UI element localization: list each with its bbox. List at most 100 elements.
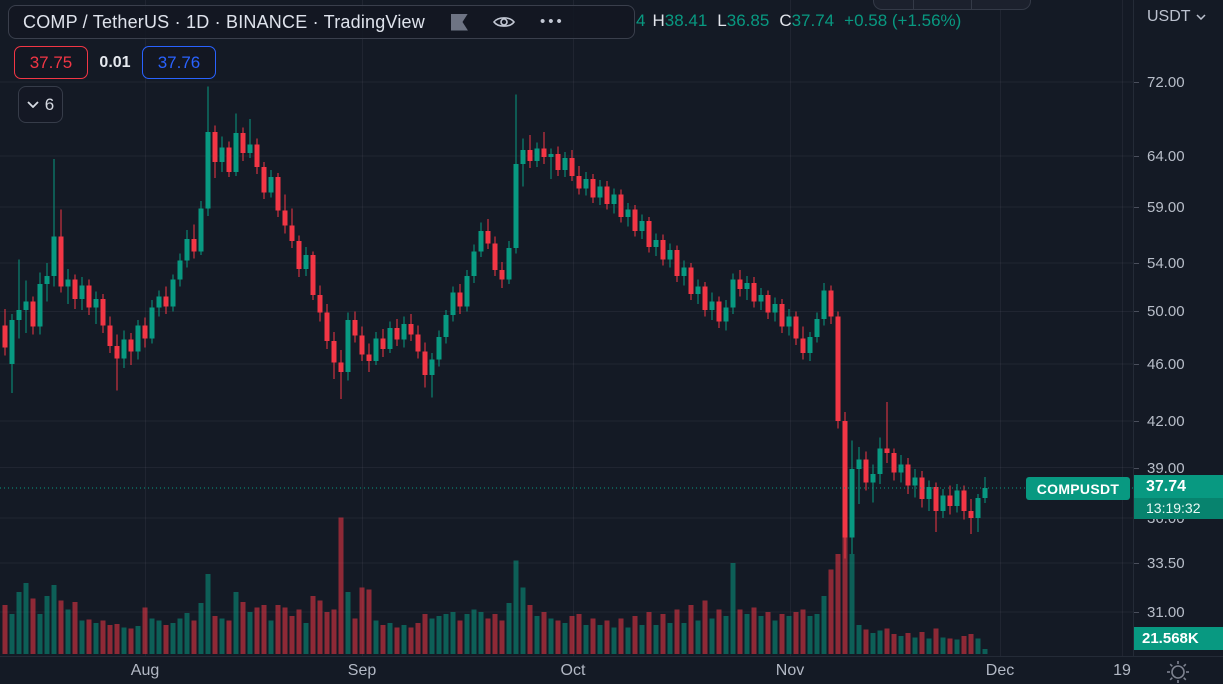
symbol-title[interactable]: COMP / TetherUS · 1D · BINANCE · Trading… — [23, 11, 425, 32]
flag-icon[interactable] — [450, 13, 468, 31]
volume-bar — [632, 616, 638, 654]
candle-body — [667, 250, 673, 260]
volume-bar — [933, 628, 939, 654]
candle-body — [310, 254, 316, 296]
candle-body — [695, 286, 701, 294]
sell-bid-button[interactable]: 37.75 — [14, 46, 88, 79]
volume-bar — [926, 638, 932, 654]
price-axis-tick — [1134, 363, 1139, 365]
candle-body — [107, 325, 113, 347]
volume-bar — [975, 638, 981, 654]
time-axis-label: Nov — [775, 662, 805, 679]
candle-body — [191, 238, 197, 252]
volume-bar — [100, 620, 106, 654]
volume-bar — [758, 616, 764, 654]
volume-bar — [835, 554, 841, 654]
volume-bar — [338, 517, 344, 654]
time-axis-label: Oct — [560, 662, 586, 679]
candle-body — [555, 154, 561, 170]
volume-bar — [863, 629, 869, 654]
volume-bar — [604, 620, 610, 654]
candle-body — [954, 490, 960, 506]
volume-bar — [422, 614, 428, 654]
candle-body — [429, 359, 435, 375]
volume-bar — [149, 618, 155, 654]
volume-bar — [310, 596, 316, 654]
ohlc-change-value: +0.58 (+1.56%) — [844, 11, 962, 30]
price-axis-tick — [1134, 467, 1139, 469]
volume-bar — [947, 638, 953, 654]
time-axis[interactable]: Aug Sep Oct Nov Dec 19 — [0, 656, 1133, 684]
volume-bar — [72, 601, 78, 654]
candle-body — [296, 241, 302, 269]
volume-bar — [429, 618, 435, 654]
chevron-down-icon — [27, 101, 39, 108]
volume-bar — [401, 625, 407, 654]
price-axis-label: 54.00 — [1147, 254, 1185, 272]
candle-body — [856, 459, 862, 470]
candle-body — [681, 267, 687, 276]
more-dots-icon[interactable]: ••• — [539, 13, 565, 30]
ohlc-low-value: 36.85 — [726, 11, 770, 30]
current-price-symbol-label[interactable]: COMPUSDT — [1026, 477, 1130, 501]
axis-currency-selector[interactable]: USDT — [1147, 8, 1206, 26]
volume-bar — [443, 614, 449, 654]
candle-body — [240, 132, 246, 154]
sun-theme-icon[interactable] — [1165, 658, 1191, 684]
volume-bar — [884, 628, 890, 654]
volume-bar — [877, 630, 883, 654]
candle-body — [625, 209, 631, 217]
candle-body — [898, 464, 904, 473]
candle-body — [520, 150, 526, 164]
volume-bar — [667, 622, 673, 654]
buy-ask-button[interactable]: 37.76 — [142, 46, 216, 79]
volume-bar — [359, 587, 365, 654]
volume-bar — [282, 607, 288, 654]
volume-bar — [135, 626, 141, 654]
volume-bar — [982, 649, 988, 654]
volume-layer — [2, 517, 988, 654]
candle-body — [464, 275, 470, 307]
candle-body — [261, 166, 267, 193]
volume-bar — [695, 620, 701, 654]
candle-body — [723, 307, 729, 322]
candle-body — [331, 340, 337, 363]
volume-bar — [919, 631, 925, 654]
candle-body — [674, 250, 680, 276]
candle-wick — [550, 148, 552, 180]
price-axis-tick — [1134, 563, 1139, 565]
volume-bar — [800, 609, 806, 654]
volume-bar — [968, 634, 974, 654]
volume-bar — [394, 627, 400, 654]
volume-bar — [142, 607, 148, 654]
volume-bar — [9, 614, 15, 654]
eye-icon[interactable] — [492, 14, 516, 30]
candle-body — [9, 320, 15, 364]
price-axis-tick — [1134, 82, 1139, 83]
volume-bar — [226, 620, 232, 654]
candle-body — [660, 240, 666, 260]
floating-toolbar-remnant[interactable] — [873, 0, 1031, 10]
symbol-header-pill[interactable]: COMP / TetherUS · 1D · BINANCE · Trading… — [8, 5, 635, 39]
candle-body — [926, 487, 932, 499]
volume-bar — [254, 607, 260, 654]
price-axis-label: 33.50 — [1147, 555, 1185, 573]
candle-body — [142, 325, 148, 339]
volume-bar — [849, 554, 855, 654]
candle-body — [842, 420, 848, 538]
objects-count-button[interactable]: 6 — [18, 86, 63, 123]
volume-bar — [86, 619, 92, 654]
candle-body — [597, 186, 603, 198]
candle-body — [933, 487, 939, 511]
candle-body — [58, 236, 64, 287]
ohlc-high-value: 38.41 — [664, 11, 708, 30]
price-chart-pane[interactable] — [0, 0, 1133, 656]
price-axis[interactable]: USDT 37.74 13:19:32 21.568K 72.00 64.00 59… — [1133, 0, 1223, 656]
volume-bar — [93, 622, 99, 654]
volume-bar — [646, 611, 652, 654]
volume-bar — [373, 620, 379, 654]
chevron-down-icon — [1196, 14, 1206, 20]
volume-bar — [128, 628, 134, 654]
volume-bar — [471, 609, 477, 654]
volume-bar — [247, 611, 253, 654]
